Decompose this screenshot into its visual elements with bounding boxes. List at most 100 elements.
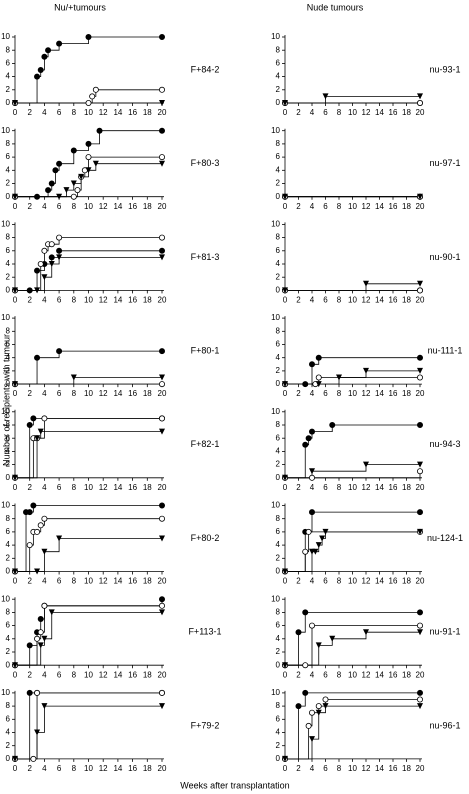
triangle-marker [417,461,423,468]
x-tick-label: 6 [57,389,62,398]
y-tick-label: 2 [6,179,11,188]
open-circle-marker [74,187,81,194]
step-line [15,163,162,198]
open-circle-marker [302,548,309,555]
x-tick-label: 4 [310,764,315,773]
x-tick-label: 14 [113,296,122,305]
y-tick-label: 8 [6,326,11,335]
x-tick-label: 14 [113,389,122,398]
x-tick-label: 2 [27,670,32,679]
triangle-marker [309,736,315,743]
x-tick-label: 8 [337,483,342,492]
triangle-marker [282,474,288,481]
x-tick-label: 16 [389,296,398,305]
x-tick-label: 14 [113,764,122,773]
filled-circle-marker [48,180,55,187]
x-tick-label: 12 [99,764,108,773]
x-tick-label: 2 [296,389,301,398]
triangle-marker [282,568,288,575]
triangle-marker [417,629,423,636]
triangle-marker [159,703,165,710]
x-tick-label: 8 [72,202,77,211]
x-tick-label: 20 [158,108,167,117]
y-tick-label: 6 [276,340,281,349]
open-circle-marker [37,522,44,529]
y-tick-label: 0 [6,754,11,763]
x-tick-label: 18 [402,670,411,679]
filled-circle-marker [329,421,336,428]
y-tick-label: 2 [276,460,281,469]
y-tick-label: 6 [276,246,281,255]
filled-circle-marker [158,127,165,134]
y-tick-label: 8 [6,233,11,242]
triangle-marker [417,367,423,374]
filled-circle-marker [34,354,41,361]
open-circle-marker [158,602,165,609]
x-tick-label: 14 [113,577,122,586]
x-tick-label: 14 [375,389,384,398]
triangle-marker [12,287,18,294]
y-tick-label: 2 [276,85,281,94]
x-tick-label: 0 [283,202,288,211]
x-tick-label: 14 [375,670,384,679]
x-tick-label: 12 [99,389,108,398]
x-tick-label: 6 [323,202,328,211]
y-tick-label: 0 [6,473,11,482]
x-tick-label: 20 [158,389,167,398]
step-line [15,538,162,572]
open-circle-marker [315,374,322,381]
open-circle-marker [305,722,312,729]
open-circle-marker [37,260,44,267]
y-tick-label: 10 [271,32,280,41]
triangle-marker [329,635,336,642]
triangle-marker [322,93,329,100]
x-tick-label: 10 [348,389,357,398]
open-circle-marker [416,374,423,381]
filled-circle-marker [302,441,309,448]
triangle-marker [315,709,322,716]
x-tick-label: 2 [296,296,301,305]
panel-label: F+82-1 [191,439,220,449]
step-line [15,605,162,666]
x-tick-label: 16 [128,764,137,773]
filled-circle-marker [158,348,165,355]
y-tick-label: 4 [276,447,281,456]
open-circle-marker [416,100,423,107]
step-line [285,631,420,666]
x-tick-label: 18 [143,764,152,773]
triangle-marker [417,703,423,710]
x-tick-label: 8 [72,764,77,773]
panel-label: nu-111-1 [428,345,463,355]
triangle-marker [41,703,48,710]
y-tick-label: 0 [276,98,281,107]
x-tick-label: 6 [323,577,328,586]
filled-circle-marker [26,642,33,649]
triangle-marker [322,528,329,535]
y-tick-label: 10 [1,407,10,416]
panel-label: F+81-3 [191,252,220,262]
y-tick-label: 6 [276,714,281,723]
triangle-marker [56,254,63,261]
x-tick-label: 20 [158,202,167,211]
x-tick-label: 12 [362,296,371,305]
y-tick-label: 4 [276,259,281,268]
filled-circle-marker [416,689,423,696]
x-tick-label: 12 [99,577,108,586]
triangle-marker [282,662,288,669]
triangle-marker [12,193,18,200]
open-circle-marker [26,542,33,549]
triangle-marker [282,381,288,388]
y-axis-label: Number of recipients with tumour [1,334,11,466]
panel-label: nu-96-1 [429,720,460,730]
filled-circle-marker [308,509,315,516]
open-circle-marker [92,86,99,93]
x-tick-label: 18 [402,389,411,398]
triangle-marker [282,287,288,294]
triangle-marker [336,374,342,381]
x-tick-label: 20 [158,296,167,305]
filled-circle-marker [30,415,37,422]
open-circle-marker [308,474,315,481]
x-tick-label: 2 [27,202,32,211]
y-tick-label: 10 [271,220,280,229]
triangle-marker [159,374,165,381]
